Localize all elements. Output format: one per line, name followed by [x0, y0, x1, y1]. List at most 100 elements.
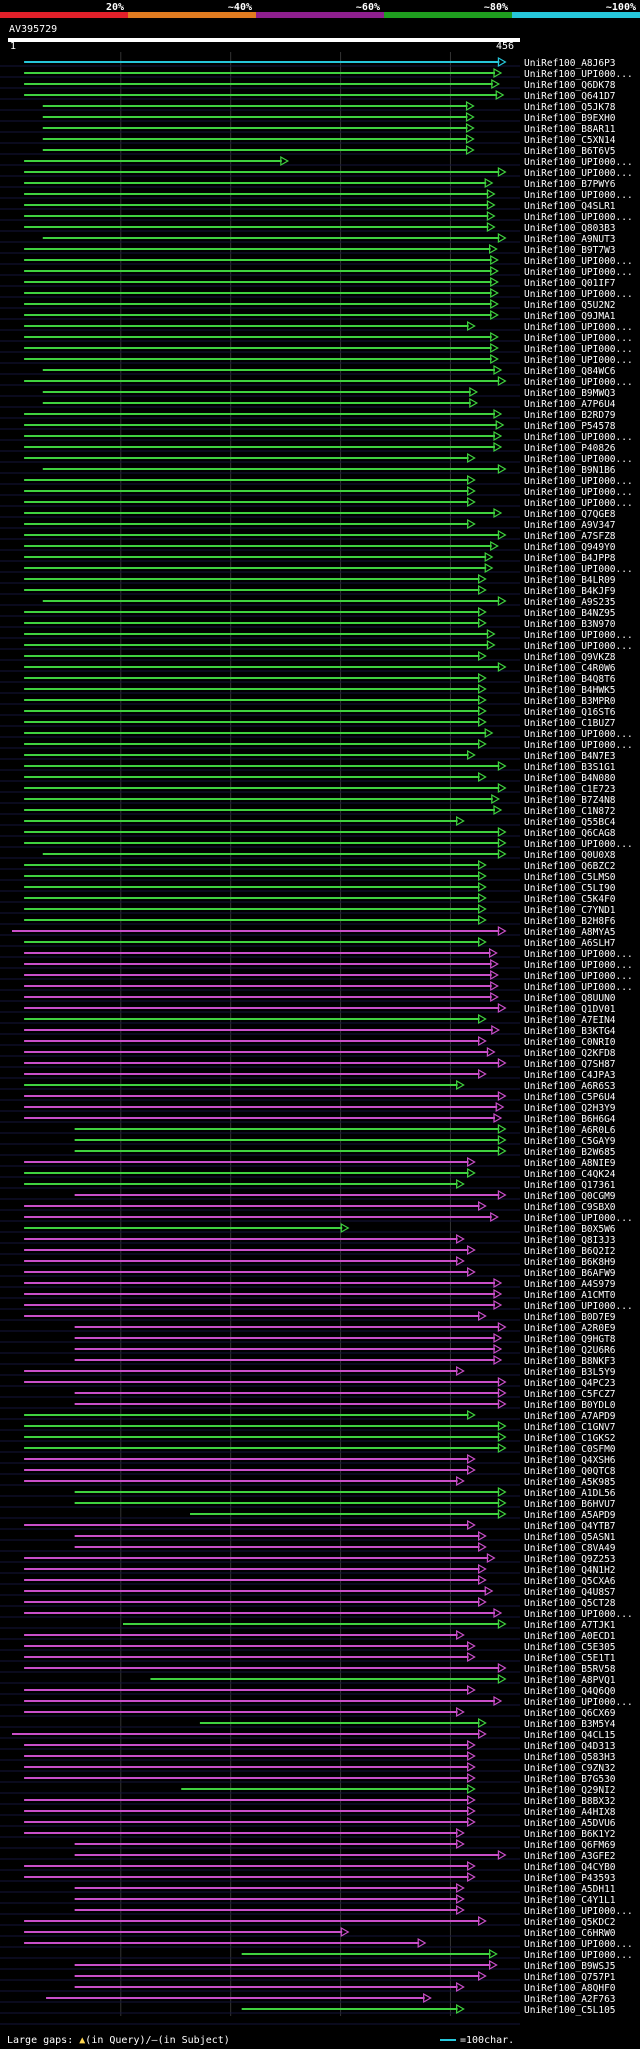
- hit-name[interactable]: UniRef100_Q1DV01: [524, 1004, 616, 1015]
- hit-name[interactable]: UniRef100_UPI000...: [524, 344, 633, 355]
- hit-row[interactable]: UniRef100_B2W685: [74, 1145, 616, 1158]
- hit-name[interactable]: UniRef100_UPI000...: [524, 839, 633, 850]
- hit-row[interactable]: UniRef100_UPI000...: [24, 254, 633, 267]
- hit-row[interactable]: UniRef100_Q5CT28: [24, 1596, 616, 1609]
- hit-row[interactable]: UniRef100_UPI000...: [24, 947, 633, 960]
- hit-row[interactable]: UniRef100_UPI000...: [24, 331, 633, 344]
- hit-row[interactable]: UniRef100_UPI000...: [24, 1937, 633, 1950]
- hit-row[interactable]: UniRef100_Q4Q6Q0: [24, 1684, 616, 1697]
- hit-name[interactable]: UniRef100_B9N1B6: [524, 465, 616, 476]
- hit-row[interactable]: UniRef100_Q803B3: [24, 221, 616, 234]
- hit-row[interactable]: UniRef100_A8MYA5: [12, 925, 616, 938]
- hit-row[interactable]: UniRef100_B6K1Y2: [24, 1827, 616, 1840]
- hit-row[interactable]: UniRef100_Q16ST6: [24, 705, 616, 718]
- hit-name[interactable]: UniRef100_C7YND1: [524, 905, 616, 916]
- hit-name[interactable]: UniRef100_A8NIE9: [524, 1158, 616, 1169]
- hit-name[interactable]: UniRef100_A7APD9: [524, 1411, 616, 1422]
- hit-name[interactable]: UniRef100_A6R0L6: [524, 1125, 616, 1136]
- hit-row[interactable]: UniRef100_B6Q2I2: [24, 1244, 616, 1257]
- hit-row[interactable]: UniRef100_UPI000...: [24, 474, 633, 487]
- hit-name[interactable]: UniRef100_A8J6P3: [524, 58, 616, 69]
- hit-row[interactable]: UniRef100_P40826: [24, 441, 616, 454]
- hit-row[interactable]: UniRef100_UPI000...: [24, 1299, 633, 1312]
- hit-name[interactable]: UniRef100_UPI000...: [524, 1939, 633, 1950]
- hit-name[interactable]: UniRef100_A5DH11: [524, 1884, 616, 1895]
- hit-name[interactable]: UniRef100_A3GFE2: [524, 1851, 616, 1862]
- hit-name[interactable]: UniRef100_UPI000...: [524, 212, 633, 223]
- hit-name[interactable]: UniRef100_UPI000...: [524, 729, 633, 740]
- hit-row[interactable]: UniRef100_UPI000...: [24, 1695, 633, 1708]
- hit-row[interactable]: UniRef100_UPI000...: [24, 320, 633, 333]
- hit-row[interactable]: UniRef100_Q29NI2: [181, 1783, 616, 1796]
- hit-row[interactable]: UniRef100_A8QHF0: [74, 1981, 616, 1994]
- hit-name[interactable]: UniRef100_P40826: [524, 443, 616, 454]
- hit-name[interactable]: UniRef100_A6SLH7: [524, 938, 616, 949]
- hit-row[interactable]: UniRef100_Q4N1H2: [24, 1563, 616, 1576]
- hit-name[interactable]: UniRef100_B8NKF3: [524, 1356, 616, 1367]
- hit-name[interactable]: UniRef100_B7Z4N8: [524, 795, 616, 806]
- hit-name[interactable]: UniRef100_UPI000...: [524, 1697, 633, 1708]
- hit-name[interactable]: UniRef100_Q4XSH6: [524, 1455, 616, 1466]
- hit-name[interactable]: UniRef100_UPI000...: [524, 1609, 633, 1620]
- hit-name[interactable]: UniRef100_A9NUT3: [524, 234, 616, 245]
- hit-row[interactable]: UniRef100_Q7QGE8: [24, 507, 616, 520]
- hit-row[interactable]: UniRef100_UPI000...: [24, 452, 633, 465]
- hit-row[interactable]: UniRef100_A7EIN4: [24, 1013, 616, 1026]
- hit-name[interactable]: UniRef100_B7PWY6: [524, 179, 616, 190]
- hit-name[interactable]: UniRef100_C1E723: [524, 784, 616, 795]
- hit-name[interactable]: UniRef100_Q5U2N2: [524, 300, 616, 311]
- hit-row[interactable]: UniRef100_B7Z4N8: [24, 793, 616, 806]
- hit-row[interactable]: UniRef100_Q4PC23: [24, 1376, 616, 1389]
- hit-row[interactable]: UniRef100_UPI000...: [24, 375, 633, 388]
- hit-name[interactable]: UniRef100_B2H8F6: [524, 916, 616, 927]
- hit-row[interactable]: UniRef100_C4JPA3: [24, 1068, 616, 1081]
- hit-row[interactable]: UniRef100_B3M5Y4: [199, 1717, 616, 1730]
- hit-name[interactable]: UniRef100_B4HWK5: [524, 685, 616, 696]
- hit-row[interactable]: UniRef100_C1E723: [24, 782, 616, 795]
- hit-name[interactable]: UniRef100_Q17361: [524, 1180, 616, 1191]
- hit-name[interactable]: UniRef100_A7SFZ8: [524, 531, 616, 542]
- hit-row[interactable]: UniRef100_A6R6S3: [24, 1079, 616, 1092]
- hit-row[interactable]: UniRef100_UPI000...: [24, 155, 633, 168]
- hit-name[interactable]: UniRef100_A8MYA5: [524, 927, 616, 938]
- hit-name[interactable]: UniRef100_UPI000...: [524, 1213, 633, 1224]
- hit-name[interactable]: UniRef100_A7TJK1: [524, 1620, 616, 1631]
- hit-name[interactable]: UniRef100_UPI000...: [524, 256, 633, 267]
- hit-name[interactable]: UniRef100_B0D7E9: [524, 1312, 616, 1323]
- hit-name[interactable]: UniRef100_C5XN14: [524, 135, 616, 146]
- hit-name[interactable]: UniRef100_C5L105: [524, 2005, 616, 2016]
- hit-row[interactable]: UniRef100_A5DH11: [74, 1882, 616, 1895]
- hit-name[interactable]: UniRef100_B6K8H9: [524, 1257, 616, 1268]
- hit-name[interactable]: UniRef100_A1CMT0: [524, 1290, 616, 1301]
- hit-row[interactable]: UniRef100_A5DVU6: [24, 1816, 616, 1829]
- hit-name[interactable]: UniRef100_UPI000...: [524, 454, 633, 465]
- hit-row[interactable]: UniRef100_Q84WC6: [42, 364, 616, 377]
- hit-name[interactable]: UniRef100_UPI000...: [524, 498, 633, 509]
- hit-row[interactable]: UniRef100_C1N872: [24, 804, 616, 817]
- hit-name[interactable]: UniRef100_UPI000...: [524, 960, 633, 971]
- hit-name[interactable]: UniRef100_UPI000...: [524, 355, 633, 366]
- hit-row[interactable]: UniRef100_A5APD9: [190, 1508, 616, 1521]
- hit-name[interactable]: UniRef100_Q2U6R6: [524, 1345, 616, 1356]
- hit-name[interactable]: UniRef100_C4Y1L1: [524, 1895, 616, 1906]
- hit-row[interactable]: UniRef100_Q9VKZ8: [24, 650, 616, 663]
- hit-name[interactable]: UniRef100_C5P6U4: [524, 1092, 616, 1103]
- hit-row[interactable]: UniRef100_A7P6U4: [42, 397, 616, 410]
- hit-name[interactable]: UniRef100_UPI000...: [524, 157, 633, 168]
- hit-name[interactable]: UniRef100_B7G530: [524, 1774, 616, 1785]
- hit-name[interactable]: UniRef100_B3N970: [524, 619, 616, 630]
- hit-row[interactable]: UniRef100_UPI000...: [74, 1904, 633, 1917]
- hit-row[interactable]: UniRef100_UPI000...: [24, 1607, 633, 1620]
- hit-name[interactable]: UniRef100_UPI000...: [524, 267, 633, 278]
- hit-name[interactable]: UniRef100_UPI000...: [524, 322, 633, 333]
- hit-row[interactable]: UniRef100_B6HVU7: [74, 1497, 616, 1510]
- hit-row[interactable]: UniRef100_UPI000...: [24, 727, 633, 740]
- hit-name[interactable]: UniRef100_B3S1G1: [524, 762, 616, 773]
- hit-row[interactable]: UniRef100_Q641D7: [24, 89, 616, 102]
- hit-name[interactable]: UniRef100_Q4U8S7: [524, 1587, 616, 1598]
- hit-name[interactable]: UniRef100_C9SBX0: [524, 1202, 616, 1213]
- hit-name[interactable]: UniRef100_B6AFW9: [524, 1268, 616, 1279]
- hit-row[interactable]: UniRef100_A6SLH7: [24, 936, 616, 949]
- hit-name[interactable]: UniRef100_UPI000...: [524, 971, 633, 982]
- hit-row[interactable]: UniRef100_C6HRW0: [24, 1926, 616, 1939]
